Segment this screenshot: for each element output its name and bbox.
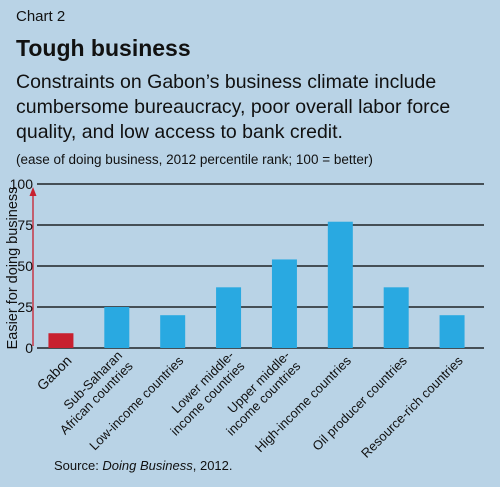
bar [48,333,74,348]
y-tick-label: 25 [17,299,33,315]
y-tick-label: 75 [17,217,33,233]
chart-title: Tough business [16,35,191,61]
x-tick-label-line: Resource-rich countries [358,353,466,461]
y-tick-label: 0 [25,340,33,356]
axis-arrow-head [29,187,37,196]
bar [216,287,242,348]
bar [327,221,353,348]
y-tick-label: 50 [17,258,33,274]
x-tick-label: Oil producer countries [309,353,410,454]
source-prefix: Source: [54,458,103,473]
chart-subtitle: Constraints on Gabon’s business climate … [16,71,451,143]
bar [383,287,409,348]
chart-note: (ease of doing business, 2012 percentile… [16,152,373,167]
bar [160,315,186,348]
bar [439,315,465,348]
x-tick-label-line: Oil producer countries [309,353,410,454]
x-tick-label: Gabon [34,352,75,393]
source-note: Source: Doing Business, 2012. [54,458,233,473]
y-axis-label: Easier for doing business [5,187,21,350]
bar [104,307,130,348]
x-tick-label-line: Gabon [34,352,75,393]
bar [271,259,297,348]
x-tick-label: Resource-rich countries [358,353,466,461]
source-suffix: , 2012. [192,458,233,473]
y-tick-label: 100 [10,176,34,192]
source-title: Doing Business [102,458,193,473]
chart-number-label: Chart 2 [16,8,66,25]
